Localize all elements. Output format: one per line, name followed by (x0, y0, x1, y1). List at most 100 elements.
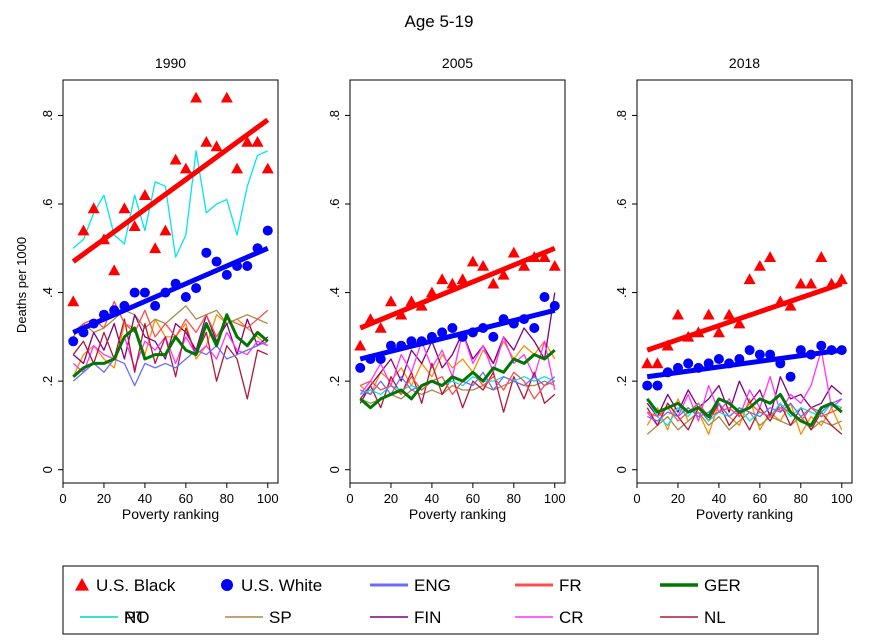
x-tick-label: 20 (97, 491, 111, 506)
series-line-nl (72, 318, 269, 400)
point-us-white (119, 300, 130, 311)
series-line-ger (646, 392, 843, 427)
legend-item-nl: NL (660, 608, 726, 627)
point-us-white (457, 331, 468, 342)
legend-marker-triangle (75, 578, 89, 591)
y-tick-label: .2 (40, 376, 55, 387)
point-us-white (549, 300, 560, 311)
point-us-white (519, 314, 530, 325)
y-tick-label: .4 (40, 287, 55, 298)
point-us-white (467, 327, 478, 338)
panel-title: 2005 (442, 55, 473, 71)
panel-2005: 2005 0 .2 .4 .6 .8 0 20 40 60 80 100 Poverty ranking (327, 55, 566, 522)
point-us-white (150, 300, 161, 311)
point-us-white (785, 371, 796, 382)
point-us-white (88, 318, 99, 329)
series-line-no (646, 398, 843, 435)
point-us-white (724, 358, 735, 369)
point-us-black (507, 246, 520, 258)
y-tick-label: .8 (40, 110, 55, 121)
point-us-white (498, 314, 509, 325)
point-us-black (528, 251, 541, 262)
point-us-white (795, 345, 806, 356)
series-line-fin (359, 292, 556, 404)
y-axis-label: Deaths per 1000 (14, 237, 29, 333)
point-us-white (406, 336, 417, 347)
y-tick-label: .2 (327, 376, 342, 387)
legend-item-pt: PT (80, 608, 146, 627)
plot-frame (349, 79, 566, 484)
x-tick-label: 40 (712, 491, 726, 506)
point-us-black (661, 339, 674, 351)
point-us-black (118, 202, 131, 214)
point-us-white (396, 340, 407, 351)
x-axis-label: Poverty ranking (696, 506, 793, 522)
point-us-black (446, 277, 459, 289)
point-us-black (354, 339, 367, 351)
point-us-black (548, 260, 561, 271)
point-us-white (539, 292, 550, 302)
point-us-black (487, 277, 500, 289)
point-us-white (375, 354, 386, 364)
point-us-white (447, 323, 458, 333)
point-us-black (415, 299, 428, 311)
legend-label: ENG (414, 576, 451, 595)
point-us-black (764, 251, 777, 262)
point-us-white (652, 380, 663, 391)
y-tick-label: .6 (40, 199, 55, 210)
series-line-nl (359, 362, 556, 413)
legend-label: NO (124, 608, 150, 627)
series-line-fr (359, 371, 556, 400)
x-tick-label: 60 (753, 491, 767, 506)
x-tick-label: 0 (633, 491, 640, 506)
y-tick-label: 0 (40, 466, 55, 473)
x-tick-label: 100 (544, 491, 566, 506)
x-tick-label: 80 (220, 491, 234, 506)
point-us-black (477, 260, 490, 271)
point-us-white (68, 336, 79, 347)
point-us-black (87, 202, 100, 214)
point-us-black (405, 295, 418, 307)
point-us-black (128, 220, 141, 231)
x-tick-label: 40 (425, 491, 439, 506)
point-us-white (180, 292, 191, 302)
x-tick-label: 20 (384, 491, 398, 506)
point-us-black (384, 295, 397, 307)
x-tick-label: 80 (507, 491, 521, 506)
y-tick-label: .6 (327, 199, 342, 210)
point-us-white (211, 256, 222, 267)
point-us-white (109, 305, 120, 316)
panel-title: 2018 (729, 55, 760, 71)
point-us-black (733, 317, 746, 329)
x-tick-label: 100 (831, 491, 853, 506)
point-us-black (251, 136, 264, 147)
point-us-black (77, 224, 90, 236)
point-us-black (67, 295, 80, 307)
legend-label: NL (704, 608, 726, 627)
point-us-white (478, 323, 489, 333)
point-us-white (385, 340, 396, 351)
x-tick-label: 80 (794, 491, 808, 506)
point-us-black (671, 308, 684, 320)
point-us-white (365, 354, 376, 364)
y-tick-label: .4 (327, 287, 342, 298)
point-us-black (261, 162, 274, 174)
point-us-black (692, 326, 705, 338)
y-tick-label: .4 (614, 287, 629, 298)
legend-label: SP (269, 608, 292, 627)
series-line-ger (72, 313, 269, 378)
point-us-black (364, 313, 377, 324)
point-us-black (395, 308, 408, 320)
point-us-black (149, 242, 162, 254)
fit-line-us-black (646, 281, 843, 353)
plot-frame (62, 79, 279, 484)
point-us-black (425, 286, 438, 298)
panel-2018: 2018 0 .2 .4 .6 .8 0 20 40 60 80 100 Poverty ranking (614, 55, 853, 522)
point-us-white (775, 358, 786, 369)
point-us-white (806, 349, 817, 360)
legend-item-fin: FIN (370, 608, 441, 627)
x-tick-label: 40 (138, 491, 152, 506)
point-us-white (170, 278, 181, 289)
point-us-white (672, 362, 683, 373)
